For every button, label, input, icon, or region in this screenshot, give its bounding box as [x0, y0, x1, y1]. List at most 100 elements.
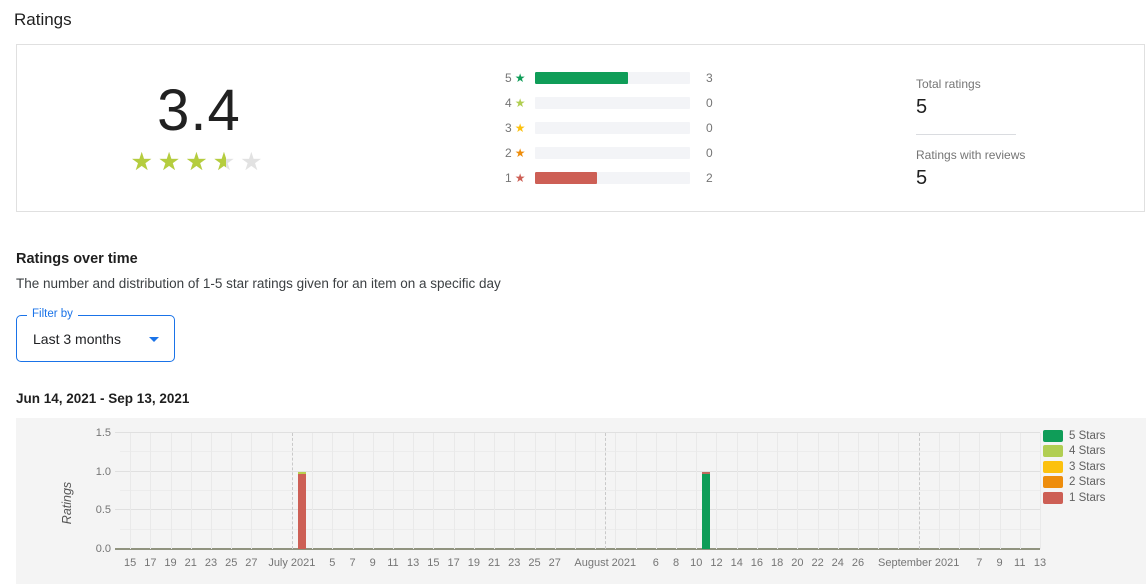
- x-tick-label: September 2021: [878, 557, 960, 569]
- x-gridline: [392, 433, 394, 549]
- x-tick-label: 11: [387, 557, 399, 569]
- average-rating-block: 3.4 ★★★★★ ★★★★★: [17, 45, 381, 211]
- rating-bar-5-stars[interactable]: [702, 471, 711, 549]
- histogram-bar-fill: [535, 72, 628, 84]
- x-tick-label: 13: [1033, 557, 1047, 569]
- x-gridline: [797, 433, 799, 549]
- rating-stats: Total ratings 5 Ratings with reviews 5: [916, 45, 1144, 211]
- x-gridline: [979, 433, 981, 549]
- histogram-row-count: 2: [706, 171, 713, 185]
- rating-bar-cap: [702, 471, 711, 474]
- x-gridline: [231, 433, 233, 549]
- x-gridline: [494, 433, 496, 549]
- x-gridline: [615, 433, 617, 549]
- x-tick-label: 25: [225, 557, 238, 569]
- x-gridline: [736, 433, 738, 549]
- x-tick-label: 22: [811, 557, 824, 569]
- filter-by-value: Last 3 months: [33, 330, 121, 347]
- x-tick-label: 19: [164, 557, 177, 569]
- histogram-row-count: 0: [706, 96, 713, 110]
- x-gridline: [716, 433, 718, 549]
- x-tick-label: 13: [407, 557, 420, 569]
- x-tick-label: 9: [996, 557, 1003, 569]
- x-tick-label: 19: [467, 557, 480, 569]
- star-icon: ★: [514, 96, 526, 110]
- x-gridline: [312, 433, 314, 549]
- x-gridline: [433, 433, 435, 549]
- x-gridline: [858, 433, 860, 549]
- over-time-heading: Ratings over time: [16, 251, 138, 267]
- x-tick-label: 25: [528, 557, 541, 569]
- histogram-row-count: 3: [706, 71, 713, 85]
- x-gridline: [554, 433, 556, 549]
- x-gridline: [938, 433, 940, 549]
- page-title: Ratings: [14, 10, 72, 29]
- filter-by-select[interactable]: Filter by Last 3 months: [16, 308, 175, 362]
- y-gridline: [120, 451, 1040, 453]
- x-gridline: [190, 433, 192, 549]
- x-tick-label: August 2021: [574, 557, 637, 569]
- x-gridline: [150, 433, 152, 549]
- x-gridline: [372, 433, 374, 549]
- x-gridline: [777, 433, 779, 549]
- legend-item: 3 Stars: [1043, 459, 1105, 475]
- histogram-bar-fill: [535, 172, 597, 184]
- x-gridline: [635, 433, 637, 549]
- x-tick-label: 14: [730, 557, 743, 569]
- x-tick-label: 5: [329, 557, 336, 569]
- y-gridline: [115, 509, 1040, 511]
- ratings-over-time-chart: Ratings 0.0 0.5 1.0 1.5 15 17 19 21 23 25 27 July 2…: [16, 418, 1146, 584]
- rating-histogram: 5 ★ 3 4 ★ 0 3 ★ 0 2 ★ 0 1 ★ 2: [505, 45, 725, 211]
- x-tick-label: 26: [851, 557, 865, 569]
- x-gridline: [696, 433, 698, 549]
- x-tick-label: 20: [791, 557, 804, 569]
- legend-swatch: [1043, 445, 1063, 458]
- x-tick-label: 15: [123, 557, 137, 569]
- month-boundary-line: [291, 433, 293, 549]
- histogram-bar-track: [535, 122, 690, 134]
- x-gridline: [170, 433, 172, 549]
- legend-label: 5 Stars: [1069, 429, 1106, 442]
- histogram-row-label: 3 ★: [505, 121, 526, 135]
- x-tick-label: 27: [245, 557, 258, 569]
- histogram-bar-track: [535, 97, 690, 109]
- histogram-row-label: 2 ★: [505, 146, 526, 160]
- y-tick-label: 0.0: [95, 543, 111, 555]
- x-gridline: [473, 433, 475, 549]
- histogram-row: 2 ★ 0: [505, 141, 725, 166]
- legend-swatch: [1043, 476, 1063, 489]
- month-boundary-line: [918, 433, 920, 549]
- y-tick-label: 1.5: [95, 427, 111, 439]
- x-tick-label: 8: [672, 557, 680, 569]
- stars-filled-row: ★★★★★: [130, 149, 226, 175]
- x-tick-label: 16: [750, 557, 764, 569]
- x-tick-label: 17: [447, 557, 460, 569]
- stats-divider: [916, 134, 1016, 135]
- chevron-down-icon: [149, 337, 159, 342]
- rating-bar-cap: [297, 471, 306, 474]
- x-gridline: [959, 433, 961, 549]
- stat-label: Ratings with reviews: [916, 148, 1026, 162]
- x-gridline: [130, 433, 132, 549]
- legend-item: 2 Stars: [1043, 475, 1105, 491]
- x-gridline: [999, 433, 1001, 549]
- legend-swatch: [1043, 429, 1063, 442]
- star-icon: ★: [514, 121, 526, 135]
- legend-swatch: [1043, 460, 1063, 473]
- filter-by-label: Filter by: [27, 308, 78, 320]
- legend-swatch: [1043, 491, 1063, 504]
- x-gridline: [878, 433, 880, 549]
- stat-label: Total ratings: [916, 77, 981, 91]
- ratings-summary-card: 3.4 ★★★★★ ★★★★★ 5★34★03★02★01★2 Total ra…: [16, 44, 1145, 212]
- histogram-row-label: 1 ★: [505, 171, 526, 185]
- legend-label: 4 Stars: [1069, 445, 1106, 458]
- legend-item: 1 Stars: [1043, 490, 1105, 506]
- over-time-description: The number and distribution of 1-5 star …: [16, 276, 501, 291]
- chart-x-axis-line: [115, 548, 1040, 550]
- chart-plot-area: 0.0 0.5 1.0 1.5 15 17 19 21 23 25 27 July 2021 5 7 9 11…: [96, 427, 1046, 569]
- rating-bar-1-stars[interactable]: [297, 471, 306, 549]
- date-range-label: Jun 14, 2021 - Sep 13, 2021: [16, 391, 190, 406]
- star-icon: ★: [514, 146, 526, 160]
- x-gridline: [595, 433, 597, 549]
- x-tick-label: 21: [487, 557, 501, 569]
